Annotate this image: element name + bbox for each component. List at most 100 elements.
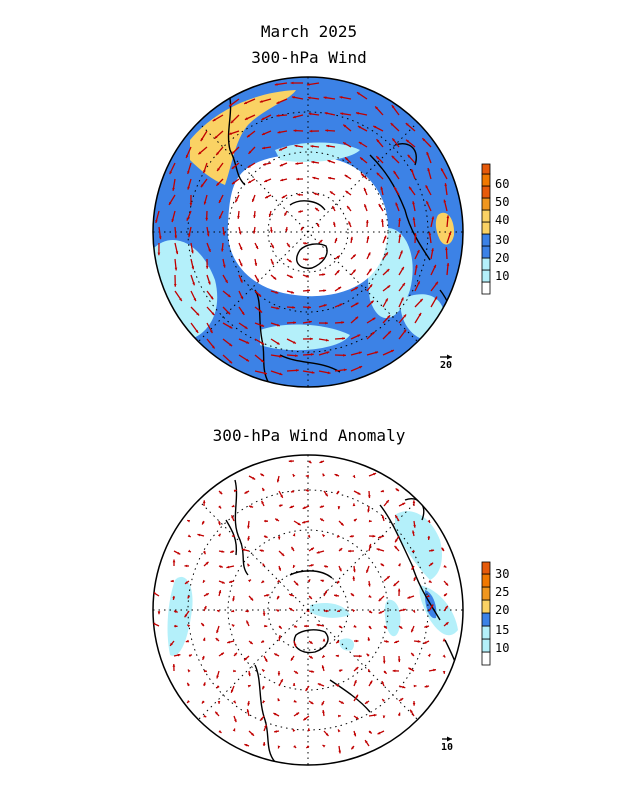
top-wind-vector-head	[244, 117, 248, 120]
bottom-anomaly-vector-head	[244, 491, 248, 494]
top-wind-vector-head	[258, 293, 262, 297]
bottom-anomaly-vector-head	[334, 594, 337, 597]
bottom-cb-label-25: 25	[495, 585, 509, 599]
top-wind-vector-head	[333, 221, 336, 225]
bottom-anomaly-vector-head	[262, 686, 265, 690]
top-wind-vector-head	[287, 244, 290, 248]
top-wind-vector-head	[433, 264, 436, 268]
bottom-anomaly-vector-head	[262, 742, 266, 745]
bottom-anomaly-vector-head	[302, 506, 306, 509]
top-wind-vector-head	[415, 264, 418, 268]
bottom-anomaly-vector-head	[246, 620, 249, 624]
bottom-anomaly-vector-head	[188, 654, 192, 657]
bottom-anomaly-vector-head	[353, 569, 356, 573]
top-wind-vector-head	[336, 255, 340, 259]
top-wind-vector-head	[280, 178, 284, 182]
bottom-anomaly-vector-head	[352, 576, 356, 580]
top-panel-title: 300-hPa Wind	[251, 48, 367, 67]
bottom-anomaly-vector-head	[292, 728, 296, 732]
top-wind-vector-head	[322, 273, 326, 276]
bottom-anomaly-vector-head	[305, 489, 309, 492]
bottom-anomaly-vector-head	[339, 669, 343, 672]
top-wind-vector-head	[186, 155, 189, 158]
bottom-anomaly-vector-head	[445, 605, 448, 609]
top-wind-vector-head	[352, 254, 356, 258]
top-wind-vector-head	[259, 100, 263, 103]
bottom-anomaly-vector-head	[247, 525, 250, 529]
bottom-anomaly-vector-head	[307, 728, 311, 732]
top-wind-vector-head	[339, 303, 343, 307]
top-wind-vector-head	[229, 343, 233, 347]
top-wind-vector-head	[338, 286, 342, 290]
bottom-anomaly-vector-head	[275, 518, 279, 522]
top-cb-label-10: 10	[495, 269, 509, 283]
bottom-anomaly-vector-head	[411, 629, 414, 633]
bottom-anomaly-vector-head	[395, 515, 398, 519]
bottom-anomaly-vector-head	[170, 642, 173, 646]
bottom-anomaly-vector-head	[277, 745, 281, 749]
bottom-anomaly-vector-head	[430, 604, 434, 608]
bottom-anomaly-vector-head	[380, 563, 384, 567]
bottom-panel-title: 300-hPa Wind Anomaly	[212, 426, 406, 445]
top-wind-vector-head	[327, 371, 331, 375]
bottom-anomaly-vector-head	[292, 474, 296, 478]
top-wind-vector-head	[388, 331, 391, 334]
top-wind-vector-head	[208, 248, 211, 252]
bottom-anomaly-vector-head	[277, 596, 280, 600]
bottom-anomaly-vector-head	[310, 701, 314, 704]
bottom-anomaly-vector-head	[337, 534, 340, 538]
top-wind-vector-head	[427, 168, 430, 171]
top-wind-vector-head	[259, 309, 263, 313]
top-wind-vector-head	[229, 103, 232, 107]
top-wind-vector-head	[326, 351, 330, 354]
top-wind-vector-head	[345, 190, 349, 194]
top-wind-vector-head	[392, 138, 396, 142]
top-wind-vector-head	[187, 186, 190, 190]
top-wind-vector-head	[418, 312, 422, 316]
bottom-anomaly-vector-head	[232, 598, 235, 602]
top-wind-vector-head	[386, 269, 390, 272]
top-wind-vector-head	[205, 266, 209, 269]
bottom-anomaly-vector-head	[367, 637, 371, 641]
top-wind-vector-head	[247, 165, 251, 168]
bottom-anomaly-vector-head	[365, 740, 368, 744]
bottom-anomaly-vector-head	[203, 579, 206, 583]
bottom-anomaly-vector-head	[427, 519, 430, 523]
top-wind-vector-head	[222, 264, 226, 268]
bottom-anomaly-vector-head	[392, 669, 396, 673]
bottom-anomaly-vector-head	[247, 685, 251, 688]
top-wind-vector-head	[400, 250, 403, 254]
top-wind-vector-head	[273, 276, 277, 280]
bottom-anomaly-vector-head	[322, 745, 326, 748]
bottom-anomaly-vector-head	[234, 652, 237, 656]
bottom-anomaly-vector-head	[378, 598, 382, 602]
bottom-anomaly-vector-head	[369, 680, 373, 684]
bottom-anomaly-vector-head	[326, 609, 329, 613]
bottom-anomaly-vector-head	[411, 549, 415, 553]
bottom-anomaly-vector-head	[233, 700, 236, 704]
bottom-anomaly-vector-head	[430, 562, 434, 566]
top-wind-vector-head	[311, 371, 315, 374]
bottom-cb-label-15: 15	[495, 623, 509, 637]
bottom-anomaly-vector-head	[187, 520, 191, 523]
bottom-anomaly-vector-head	[277, 672, 281, 676]
top-wind-vector-head	[315, 207, 319, 211]
top-wind-vector-head	[345, 157, 348, 161]
top-wind-vector-head	[217, 168, 220, 171]
bottom-anomaly-vector-head	[274, 653, 278, 656]
top-wind-vector-head	[357, 126, 361, 129]
bottom-anomaly-vector-head	[324, 590, 327, 594]
bottom-anomaly-vector-head	[428, 580, 432, 583]
top-wind-vector-head	[275, 291, 279, 294]
top-wind-vector-head	[309, 129, 313, 133]
bottom-anomaly-vector-head	[260, 717, 264, 721]
top-wind-vector-head	[378, 204, 382, 207]
top-wind-vector-head	[336, 270, 340, 274]
top-wind-vector-head	[387, 315, 391, 319]
bottom-anomaly-vector-head	[187, 549, 191, 553]
top-wind-vector-head	[225, 279, 228, 283]
bottom-anomaly-vector-head	[321, 702, 325, 706]
top-wind-vector-head	[279, 355, 282, 358]
bottom-anomaly-vector-head	[293, 745, 297, 748]
